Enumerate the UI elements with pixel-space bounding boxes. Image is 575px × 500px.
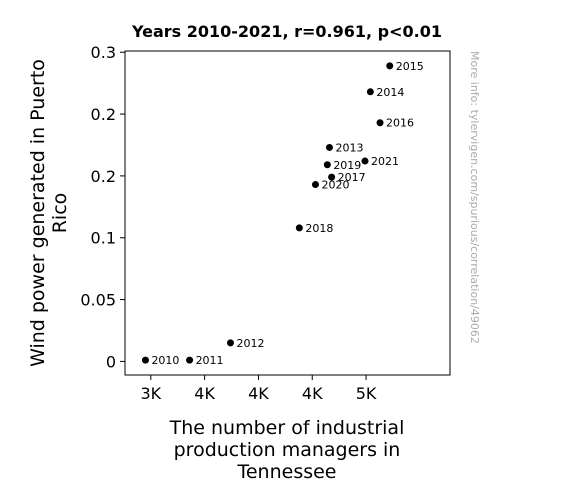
data-points: 2010 2011 2012 2013 2014 2015 2016 2017 2018 2019… [141, 60, 424, 367]
x-tick-label: 5K [356, 384, 377, 403]
watermark-text: More info: tylervigen.com/spurious/corre… [468, 51, 481, 344]
point-label-2020: 2020 [321, 179, 349, 192]
data-point-2011 [186, 356, 194, 364]
point-label-2015: 2015 [396, 60, 424, 73]
y-axis-label-line: Wind power generated in Puerto [27, 59, 49, 367]
data-point-2015 [386, 62, 394, 70]
data-point-2018 [295, 224, 303, 232]
y-tick-label: 0.3 [91, 43, 116, 62]
point-label-2021: 2021 [371, 155, 399, 168]
data-point-2019 [323, 161, 331, 169]
data-point-2013 [325, 143, 333, 151]
x-axis-label-line: Tennessee [236, 461, 336, 483]
y-axis-label: Wind power generated in PuertoRico [27, 59, 71, 367]
point-label-2010: 2010 [151, 354, 179, 367]
x-axis-label-line: The number of industrial [169, 417, 405, 439]
x-axis-label-line: production managers in [174, 439, 401, 461]
y-tick-label: 0 [106, 352, 116, 371]
y-axis-label-line: Rico [49, 193, 71, 234]
data-point-2010 [141, 356, 149, 364]
point-label-2016: 2016 [386, 117, 414, 130]
point-label-2014: 2014 [376, 86, 404, 99]
point-label-2017: 2017 [338, 171, 366, 184]
plot-area [124, 50, 451, 376]
data-point-2017 [328, 173, 336, 181]
chart-title: Years 2010-2021, r=0.961, p<0.01 [131, 22, 442, 41]
y-axis: 0 0.05 0.1 0.2 0.2 0.3 [80, 43, 125, 371]
y-tick-label: 0.1 [91, 229, 116, 248]
point-label-2018: 2018 [305, 222, 333, 235]
x-tick-label: 4K [248, 384, 269, 403]
data-point-2021 [361, 157, 369, 165]
point-label-2011: 2011 [196, 354, 224, 367]
y-tick-label: 0.2 [91, 167, 116, 186]
data-point-2016 [376, 119, 384, 127]
y-tick-label: 0.05 [80, 291, 116, 310]
y-tick-label: 0.2 [91, 105, 116, 124]
data-point-2014 [366, 88, 374, 96]
x-tick-label: 4K [302, 384, 323, 403]
point-label-2019: 2019 [333, 159, 361, 172]
data-point-2020 [311, 181, 319, 189]
x-axis: 3K 4K 4K 4K 5K [140, 375, 377, 403]
point-label-2013: 2013 [335, 141, 363, 154]
data-point-2012 [226, 339, 234, 347]
x-axis-label: The number of industrial production manag… [169, 417, 405, 483]
x-tick-label: 3K [140, 384, 161, 403]
x-tick-label: 4K [194, 384, 215, 403]
point-label-2012: 2012 [236, 337, 264, 350]
